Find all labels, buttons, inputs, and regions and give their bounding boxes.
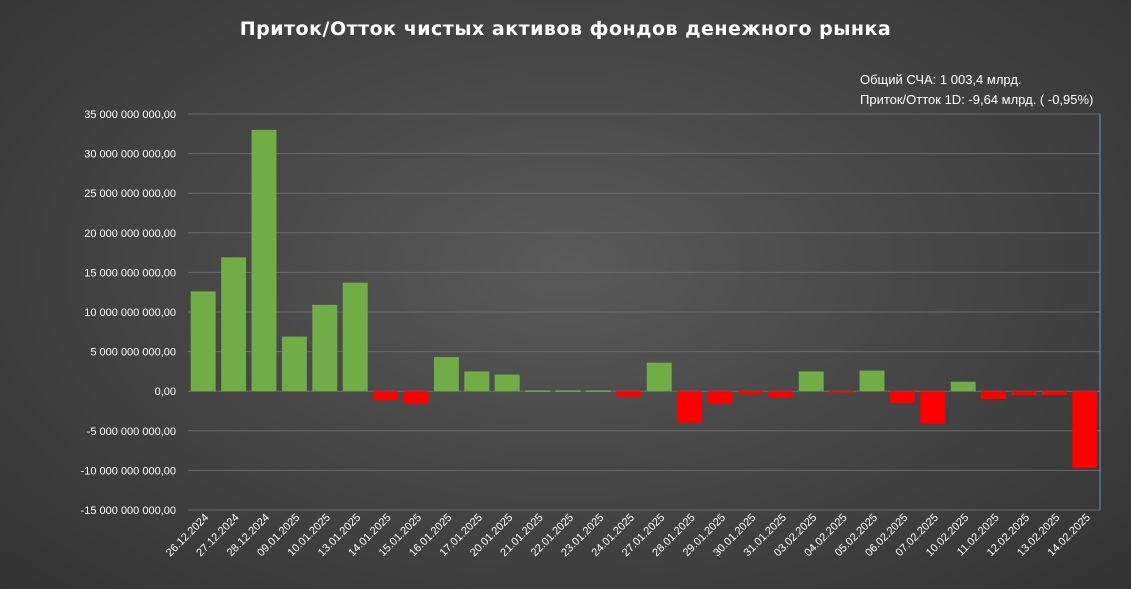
bar bbox=[981, 391, 1007, 400]
bar bbox=[646, 362, 672, 392]
y-axis-tick-labels: 35 000 000 000,00 30 000 000 000,00 25 000… bbox=[81, 109, 176, 517]
bar bbox=[889, 391, 915, 404]
bar bbox=[555, 390, 581, 392]
y-tick-label: 20 000 000 000,00 bbox=[84, 228, 176, 240]
bar bbox=[798, 371, 824, 392]
bar bbox=[281, 336, 307, 392]
bar bbox=[768, 391, 794, 398]
bar bbox=[677, 391, 703, 423]
y-tick-label: 35 000 000 000,00 bbox=[84, 109, 176, 121]
bar bbox=[859, 370, 885, 392]
bar bbox=[464, 371, 490, 392]
bar bbox=[1072, 391, 1098, 469]
bar bbox=[342, 282, 368, 392]
daily-flow-annotation: Приток/Отток 1D: -9,64 млрд. ( -0,95%) bbox=[860, 92, 1094, 107]
bar bbox=[312, 304, 338, 392]
bars bbox=[190, 129, 1098, 469]
bar bbox=[433, 357, 459, 392]
bar bbox=[494, 374, 520, 392]
bar bbox=[737, 391, 763, 395]
bar bbox=[221, 257, 247, 392]
bar bbox=[585, 390, 611, 392]
bar bbox=[920, 391, 946, 424]
chart-title: Приток/Отток чистых активов фондов денеж… bbox=[239, 18, 892, 40]
y-tick-label: 25 000 000 000,00 bbox=[84, 188, 176, 200]
grid-lines bbox=[188, 113, 1100, 511]
total-nav-annotation: Общий СЧА: 1 003,4 млрд. bbox=[860, 72, 1022, 87]
y-tick-label: -10 000 000 000,00 bbox=[81, 465, 176, 477]
bar bbox=[190, 291, 216, 392]
y-tick-label: 15 000 000 000,00 bbox=[84, 267, 176, 279]
bar bbox=[950, 381, 976, 392]
bar bbox=[1011, 391, 1037, 396]
bar bbox=[1041, 391, 1067, 396]
x-axis-category-labels: 26.12.202427.12.202428.12.202409.01.2025… bbox=[164, 512, 1093, 559]
y-tick-label: -5 000 000 000,00 bbox=[87, 426, 176, 438]
bar bbox=[829, 391, 855, 393]
bar bbox=[251, 129, 277, 392]
bar bbox=[525, 390, 551, 392]
y-tick-label: -15 000 000 000,00 bbox=[81, 505, 176, 517]
y-tick-label: 10 000 000 000,00 bbox=[84, 307, 176, 319]
bar bbox=[616, 391, 642, 397]
bar bbox=[403, 391, 429, 404]
y-tick-label: 30 000 000 000,00 bbox=[84, 149, 176, 161]
y-tick-label: 0,00 bbox=[155, 386, 176, 398]
bar bbox=[707, 391, 733, 404]
y-tick-label: 5 000 000 000,00 bbox=[90, 347, 176, 359]
bar bbox=[373, 391, 399, 400]
